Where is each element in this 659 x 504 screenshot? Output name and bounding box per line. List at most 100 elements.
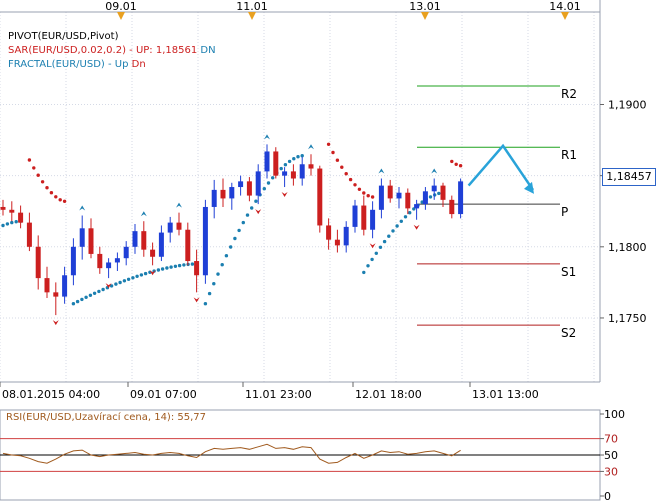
- sar-up-d-dot: [399, 219, 403, 223]
- pivot-levels: R2 R1 P S1 S2: [417, 85, 577, 340]
- candle-body: [361, 205, 367, 230]
- sar-up-c-dot: [241, 220, 245, 225]
- sar-down-a-dot: [45, 186, 49, 190]
- forecast-arrowhead-icon: [524, 181, 534, 194]
- sar-down-c-dot: [458, 164, 463, 168]
- candle-body: [299, 164, 305, 179]
- candle-body: [106, 262, 112, 269]
- top-date-marker-1: [248, 12, 256, 20]
- candle-body: [431, 185, 437, 192]
- sar-up-c-dot: [220, 263, 224, 267]
- candle-body: [123, 246, 129, 259]
- sar-up-c-dot: [212, 282, 216, 286]
- sar-up-c-dot: [283, 163, 288, 167]
- sar-down-c-dot: [454, 162, 458, 166]
- sar-up-b-dot: [177, 263, 182, 268]
- sar-up-a-dot: [1, 223, 5, 228]
- sar-up-b-dot: [131, 276, 135, 280]
- sar-down-b-dot: [326, 142, 331, 146]
- forecast-path: [467, 143, 535, 191]
- candle-body: [326, 225, 332, 240]
- fractal-down-icon: [413, 224, 420, 230]
- sar-down-a-dot: [32, 166, 36, 170]
- sar-down-b-dot: [344, 172, 348, 176]
- candle-body: [238, 181, 244, 188]
- candle-body: [458, 181, 464, 215]
- sar-up-b-dot: [101, 287, 105, 292]
- sar-legend-up: UP: 1,18561: [135, 45, 198, 56]
- sar-up-b-dot: [143, 271, 148, 276]
- candle-body: [387, 185, 393, 199]
- candle-body: [273, 151, 279, 176]
- x-tick-label-0: 08.01.2015 04:00: [2, 388, 100, 401]
- pivot-legend: PIVOT(EUR/USD,Pivot): [8, 31, 119, 42]
- sar-up-b-dot: [122, 279, 127, 283]
- candle-body: [26, 222, 32, 247]
- candle-body: [79, 228, 85, 247]
- sar-up-d-dot: [403, 215, 408, 219]
- sar-down-a-dot: [36, 173, 40, 177]
- sar-down-c-dot: [450, 159, 454, 164]
- sar-up-b-dot: [97, 289, 101, 294]
- candle-body: [246, 181, 252, 196]
- sar-down-a-dot: [58, 198, 62, 202]
- fractal-up-icon: [140, 211, 147, 217]
- candle-body: [132, 231, 138, 247]
- candle-body: [44, 278, 50, 293]
- sar-down-a-dot: [40, 180, 45, 184]
- candle-body: [352, 205, 358, 227]
- sar-up-d-dot: [370, 257, 374, 262]
- rsi-title: RSI(EUR/USD,Uzavírací cena, 14): 55,77: [6, 411, 206, 423]
- fractal-down-icon: [52, 320, 59, 326]
- candle-body: [70, 246, 76, 276]
- rsi-line: [2, 443, 461, 464]
- sar-down-b-dot: [348, 177, 353, 182]
- y-tick-label-3: 1,1750: [608, 312, 647, 325]
- sar-up-a-dot: [10, 220, 14, 225]
- pivot-label-r1: R1: [561, 148, 577, 162]
- candle-body: [405, 192, 411, 209]
- fractal-up-icon: [431, 168, 438, 174]
- candle-body: [317, 168, 323, 226]
- rsi-panel: RSI(EUR/USD,Uzavírací cena, 14): 55,77 10…: [0, 408, 625, 503]
- top-date-label-3: 14.01: [549, 0, 581, 13]
- fractal-up-icon: [308, 144, 314, 150]
- pivot-label-s1: S1: [561, 265, 576, 279]
- sar-up-d-dot: [437, 191, 441, 196]
- candle-body: [282, 171, 288, 176]
- sar-up-c-dot: [296, 155, 300, 159]
- sar-up-c-dot: [207, 291, 212, 296]
- sar-up-b-dot: [169, 265, 173, 269]
- candle-body: [176, 222, 182, 230]
- fractal-legend-up: Up: [114, 59, 129, 70]
- sar-up-c-dot: [279, 166, 283, 171]
- candle-body: [185, 229, 191, 262]
- sar-up-b-dot: [71, 302, 76, 306]
- sar-down-b-dot: [362, 191, 366, 195]
- sar-up-c-dot: [224, 254, 229, 258]
- sar-up-c-dot: [233, 236, 237, 241]
- fractal-down-icon: [255, 209, 262, 215]
- top-date-marker-2: [421, 12, 429, 20]
- sar-up-b-dot: [165, 266, 169, 270]
- sar-up-c-dot: [245, 213, 250, 217]
- candle-body: [150, 249, 156, 257]
- sar-up-c-dot: [254, 199, 258, 203]
- fractal-down-icon: [105, 283, 112, 289]
- pivot-label-s2: S2: [561, 326, 576, 340]
- sar-down-b-dot: [353, 183, 357, 187]
- sar-up-d-dot: [378, 245, 383, 249]
- candle-body: [9, 209, 15, 213]
- fractal-down-icon: [281, 192, 288, 198]
- sar-down-b-dot: [331, 150, 335, 155]
- x-tick-label-2: 11.01 23:00: [245, 388, 312, 401]
- candle-body: [0, 206, 6, 210]
- fractal-up-icon: [79, 205, 86, 211]
- fractal-up-icon: [378, 168, 385, 174]
- candle-body: [35, 246, 41, 279]
- fractal-down-icon: [369, 243, 376, 249]
- rsi-tick-label-3: 30: [604, 465, 618, 478]
- sar-up-d-dot: [366, 264, 370, 268]
- sar-up-b-dot: [92, 291, 97, 295]
